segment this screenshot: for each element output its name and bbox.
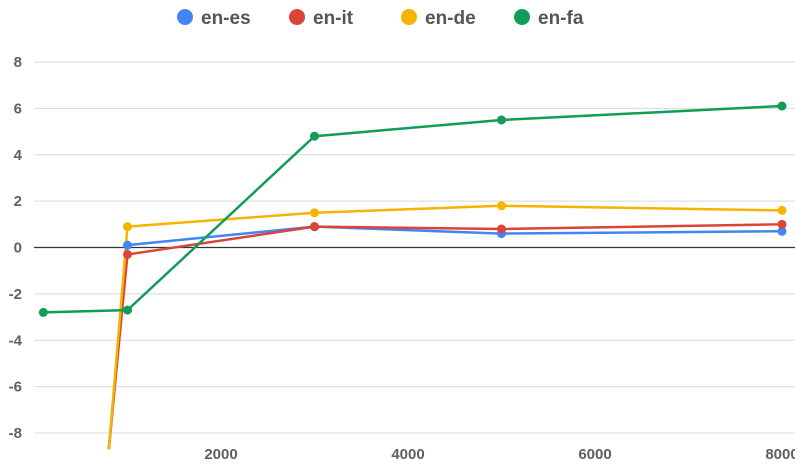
y-tick-label: -8	[9, 425, 22, 442]
y-tick-label: 2	[14, 193, 22, 210]
markers-group	[38, 101, 787, 317]
series-group	[43, 104, 783, 450]
legend-label: en-it	[313, 8, 354, 29]
y-tick-label: -4	[9, 332, 23, 349]
data-point-en-de[interactable]	[123, 222, 132, 232]
y-tick-label: 0	[14, 240, 22, 257]
x-tick-label: 6000	[578, 446, 611, 463]
x-tick-label: 4000	[391, 446, 424, 463]
y-tick-label: 6	[14, 100, 22, 117]
series-line-en-it	[107, 223, 783, 450]
data-point-en-de[interactable]	[497, 201, 506, 211]
x-tick-label: 8000	[765, 446, 795, 463]
data-point-en-es[interactable]	[123, 240, 132, 250]
data-point-en-it[interactable]	[777, 219, 787, 229]
legend-item-en-it[interactable]: en-it	[289, 8, 354, 29]
x-tick-label: 2000	[204, 446, 237, 463]
y-tick-label: -6	[9, 379, 22, 396]
data-point-en-es[interactable]	[777, 226, 787, 236]
data-point-en-fa[interactable]	[38, 307, 48, 317]
y-tick-label: 4	[14, 147, 23, 164]
legend-swatch	[289, 9, 305, 25]
legend-label: en-de	[425, 8, 476, 29]
data-point-en-it[interactable]	[123, 249, 132, 259]
data-point-en-it[interactable]	[310, 222, 319, 232]
data-point-en-de[interactable]	[777, 205, 787, 215]
data-point-en-fa[interactable]	[777, 101, 787, 111]
chart-legend: en-es en-it en-de en-fa	[177, 8, 584, 29]
data-point-en-fa[interactable]	[123, 305, 132, 315]
data-point-en-fa[interactable]	[497, 115, 506, 125]
data-point-en-it[interactable]	[497, 224, 506, 234]
data-point-en-de[interactable]	[310, 208, 319, 218]
legend-swatch	[401, 9, 417, 25]
x-axis: 2000 4000 6000 8000	[204, 446, 795, 463]
legend-swatch	[514, 9, 530, 25]
legend-label: en-fa	[538, 8, 584, 29]
legend-label: en-es	[201, 8, 251, 29]
series-line-en-es	[107, 225, 783, 450]
y-tick-label: 8	[14, 54, 22, 71]
legend-item-en-fa[interactable]: en-fa	[514, 8, 584, 29]
grid-lines	[34, 61, 795, 434]
legend-item-en-es[interactable]: en-es	[177, 8, 251, 29]
y-tick-label: -2	[9, 286, 22, 303]
y-axis: 8 6 4 2 0 -2 -4 -6 -8	[9, 54, 23, 442]
legend-swatch	[177, 9, 193, 25]
legend-item-en-de[interactable]: en-de	[401, 8, 476, 29]
data-point-en-fa[interactable]	[310, 131, 319, 141]
